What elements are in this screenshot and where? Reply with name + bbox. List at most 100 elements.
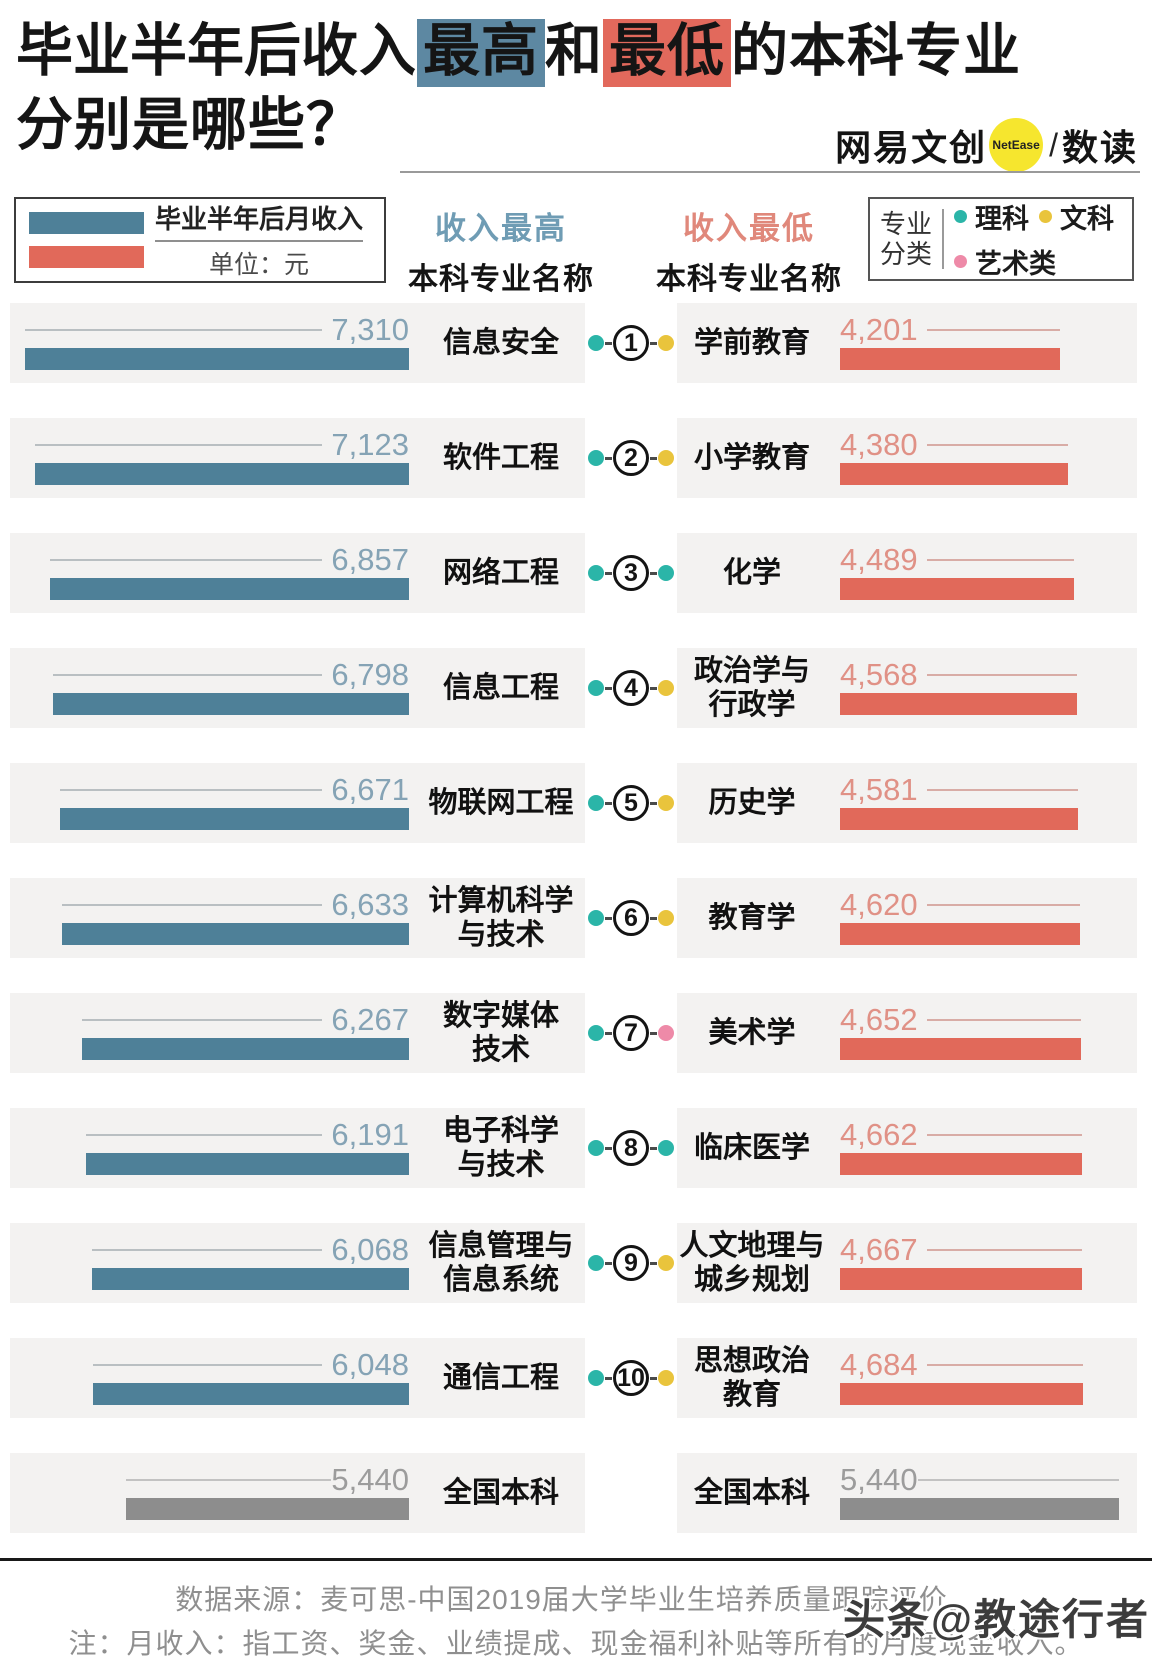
low-category-dot (658, 335, 674, 351)
category-legend-items: 理科 文科 艺术类 (954, 197, 1124, 281)
leader-line (926, 903, 1080, 906)
income-value-row: 4,667 (840, 1234, 1082, 1265)
low-category-dot (658, 680, 674, 696)
connector-dash (605, 571, 612, 575)
title-post: 的本科专业 (731, 19, 1021, 83)
legend-text: 毕业半年后月收入 单位：元 (144, 199, 374, 281)
connector-dash (605, 456, 612, 460)
leader-line (926, 1248, 1082, 1251)
high-income-panel: 6,068 信息管理与 信息系统 (10, 1223, 585, 1303)
connector-dash (650, 1031, 657, 1035)
chart-row: 6,048 通信工程 10 思想政治 教育 4,684 (0, 1338, 1152, 1418)
legend-unit-label: 单位：元 (208, 251, 309, 279)
rank-connector: 2 (585, 418, 677, 498)
income-left-bar-group: 6,068 (92, 1234, 409, 1290)
high-income-panel: 6,191 电子科学 与技术 (10, 1108, 585, 1188)
income-value: 4,201 (840, 312, 918, 347)
leader-line (126, 1478, 332, 1481)
national-low-panel: 全国本科 5,440 (677, 1453, 1137, 1533)
high-income-panel: 6,633 计算机科学 与技术 (10, 878, 585, 958)
income-value-row: 4,201 (840, 314, 1060, 345)
connector-dash (650, 456, 657, 460)
rank-connector: 9 (585, 1223, 677, 1303)
income-value-row: 4,581 (840, 774, 1078, 805)
high-major-name: 电子科学 与技术 (442, 1115, 559, 1181)
liberal-arts-dot-icon (1039, 210, 1052, 223)
low-income-panel: 化学 4,489 (677, 533, 1137, 613)
high-income-panel: 6,671 物联网工程 (10, 763, 585, 843)
low-major-name: 历史学 (708, 787, 796, 819)
high-major-name: 计算机科学 与技术 (428, 885, 574, 951)
high-major-name: 软件工程 (442, 442, 559, 474)
chart-row: 6,671 物联网工程 5 历史学 4,581 (0, 763, 1152, 843)
low-category-dot (658, 795, 674, 811)
rank-badge: 6 (613, 900, 649, 936)
income-value-row: 4,662 (840, 1119, 1082, 1150)
connector-dash (650, 801, 657, 805)
income-value-row: 4,652 (840, 1004, 1081, 1035)
leader-line (93, 1363, 323, 1366)
rank-connector: 8 (585, 1108, 677, 1188)
income-value-row: 4,684 (840, 1349, 1083, 1380)
low-major-name: 学前教育 (693, 327, 810, 359)
income-value: 6,068 (331, 1232, 409, 1267)
income-value: 4,652 (840, 1002, 918, 1037)
income-value: 4,489 (840, 542, 918, 577)
income-value: 4,684 (840, 1347, 918, 1382)
income-value-row: 6,798 (53, 659, 409, 690)
rank-badge: 3 (613, 555, 649, 591)
leader-line (926, 1363, 1083, 1366)
chart-rows: 7,310 信息安全 1 学前教育 4,201 7,123 软件工程 2 小学教育 4,380 6,… (0, 303, 1152, 1568)
national-average-bar (126, 1498, 409, 1520)
high-major-name: 信息管理与 信息系统 (428, 1230, 574, 1296)
income-right-bar-group: 4,662 (840, 1119, 1082, 1175)
income-value-row: 6,857 (50, 544, 409, 575)
low-category-dot (658, 565, 674, 581)
leader-line (926, 1133, 1082, 1136)
income-value-row: 7,123 (35, 429, 409, 460)
low-category-dot (658, 450, 674, 466)
national-average-row: 5,440 全国本科 全国本科 5,440 (0, 1453, 1152, 1533)
low-major-name: 思想政治 教育 (693, 1345, 810, 1411)
connector-dash (605, 341, 612, 345)
low-income-bar (840, 1153, 1082, 1175)
low-income-panel: 人文地理与 城乡规划 4,667 (677, 1223, 1137, 1303)
netease-badge-text: NetEase (992, 138, 1040, 152)
low-category-dot (658, 1370, 674, 1386)
income-left-bar-group: 6,798 (53, 659, 409, 715)
high-income-bar (86, 1153, 409, 1175)
income-value-row: 5,440 (840, 1464, 1119, 1495)
low-income-panel: 政治学与 行政学 4,568 (677, 648, 1137, 728)
income-right-bar-group: 4,489 (840, 544, 1074, 600)
title-highlight-low: 最低 (603, 19, 731, 87)
rank-connector: 10 (585, 1338, 677, 1418)
column-header-high: 收入最高 本科专业名称 (401, 203, 601, 320)
data-source-note: 数据来源：麦可思-中国2019届大学毕业生培养质量跟踪评价。 (175, 1584, 977, 1615)
income-legend-box: 毕业半年后月收入 单位：元 (14, 197, 386, 283)
leader-line (25, 328, 323, 331)
high-category-dot (588, 795, 604, 811)
high-income-bar (60, 808, 409, 830)
connector-dash (650, 1146, 657, 1150)
chart-row: 6,633 计算机科学 与技术 6 教育学 4,620 (0, 878, 1152, 958)
category-legend-box: 专业 分类 理科 文科 艺术类 (868, 197, 1134, 281)
footer-divider (0, 1558, 1152, 1561)
income-value-row: 6,068 (92, 1234, 409, 1265)
income-value: 6,633 (331, 887, 409, 922)
column-header-low: 收入最低 本科专业名称 (649, 203, 849, 320)
chart-row: 7,123 软件工程 2 小学教育 4,380 (0, 418, 1152, 498)
leader-line (62, 903, 323, 906)
leader-line (926, 788, 1078, 791)
low-header-subtitle: 本科专业名称 (656, 263, 842, 296)
leader-line (35, 443, 323, 446)
netease-brand-text: 网易文创 (835, 127, 988, 168)
income-right-bar-group: 4,620 (840, 889, 1080, 945)
income-value: 4,568 (840, 657, 918, 692)
high-category-dot (588, 1025, 604, 1041)
rank-connector: 5 (585, 763, 677, 843)
income-left-bar-group: 5,440 (126, 1464, 409, 1520)
connector-dash (650, 1376, 657, 1380)
high-income-bar (50, 578, 409, 600)
high-income-bar (62, 923, 409, 945)
connector-dash (650, 571, 657, 575)
